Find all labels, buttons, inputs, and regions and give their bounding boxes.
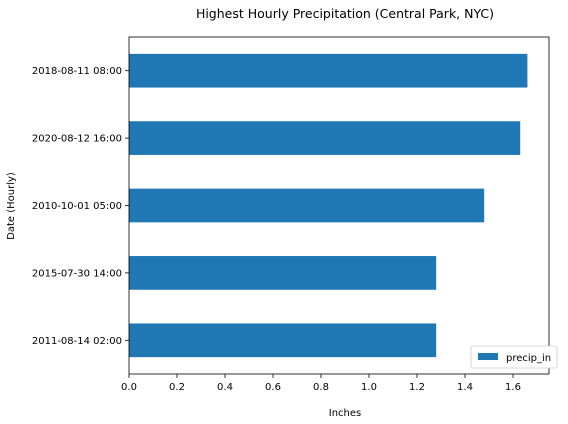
y-axis-label: Date (Hourly): [6, 172, 17, 240]
y-tick-label: 2011-08-14 02:00: [32, 336, 122, 347]
legend-swatch: [478, 353, 498, 360]
bars-group: [129, 53, 528, 358]
plot-frame: [128, 36, 550, 375]
x-tick-group: 0.0 0.2 0.4 0.6 0.8 1.0 1.2 1.4 1.6: [121, 374, 521, 393]
x-tick-label: 0.4: [217, 382, 233, 393]
bar: [129, 121, 521, 155]
x-tick-label: 0.6: [265, 382, 281, 393]
y-tick-label: 2018-08-11 08:00: [32, 66, 122, 77]
y-tick-group: 2018-08-11 08:00 2020-08-12 16:00 2010-10-…: [32, 66, 129, 347]
bar: [129, 188, 485, 223]
x-tick-label: 1.4: [457, 382, 473, 393]
x-tick-label: 0.0: [121, 382, 137, 393]
x-tick-label: 0.8: [313, 382, 329, 393]
x-tick-label: 1.6: [505, 382, 521, 393]
bar: [129, 323, 437, 358]
y-tick-label: 2020-08-12 16:00: [32, 134, 122, 145]
chart-title: Highest Hourly Precipitation (Central Pa…: [196, 6, 494, 21]
y-tick-label: 2015-07-30 14:00: [32, 268, 122, 279]
bar: [129, 53, 528, 88]
y-tick-label: 2010-10-01 05:00: [32, 201, 122, 212]
x-tick-label: 1.2: [409, 382, 425, 393]
legend-label: precip_in: [506, 353, 551, 364]
legend: precip_in: [470, 345, 558, 369]
bar: [129, 256, 437, 290]
x-tick-label: 0.2: [169, 382, 185, 393]
x-axis-label: Inches: [329, 408, 362, 419]
x-tick-label: 1.0: [361, 382, 377, 393]
legend-box: [470, 345, 558, 369]
